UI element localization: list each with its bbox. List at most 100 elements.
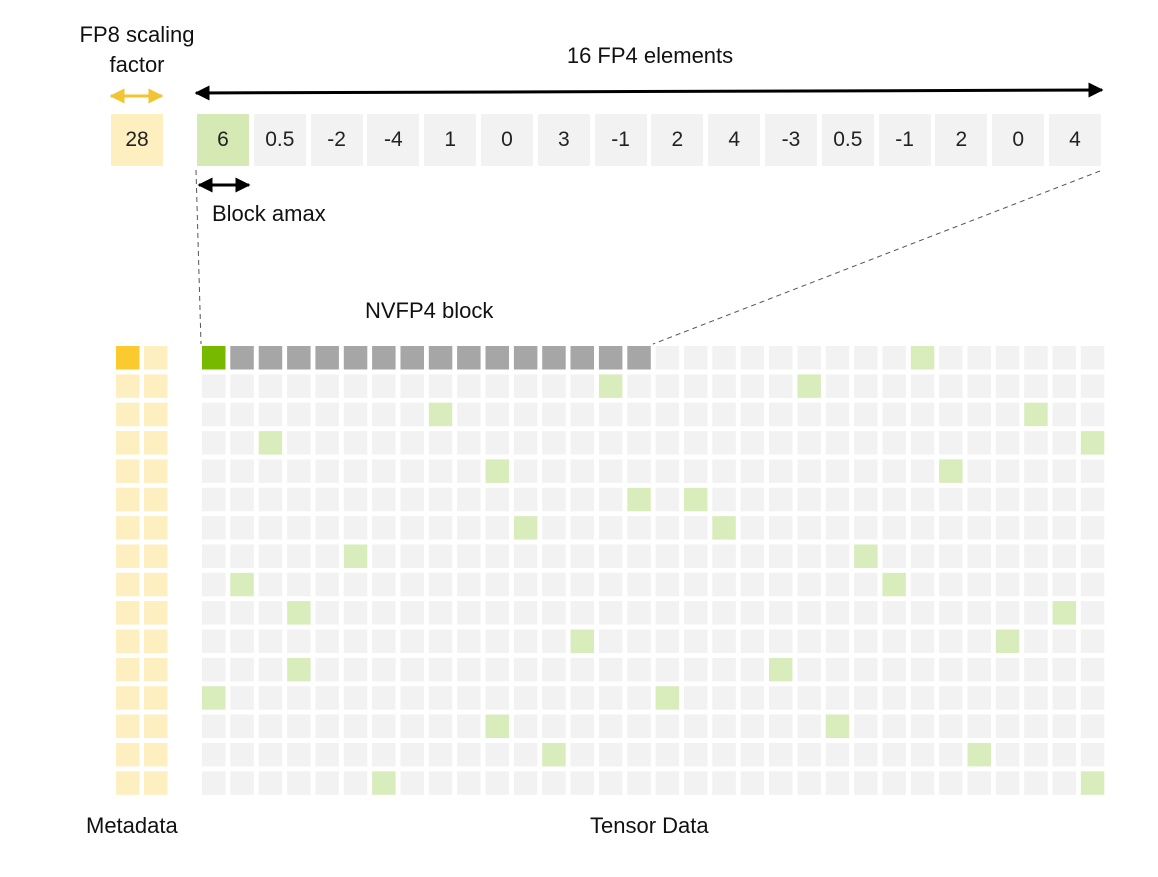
tensor-cell [1080,742,1105,767]
tensor-cell [740,629,765,653]
tensor-cell [854,572,878,597]
tensor-cell [372,629,396,653]
tensor-cell [995,686,1020,710]
tensor-cell [202,516,226,540]
tensor-cell [343,572,368,597]
tensor-cell [343,686,368,710]
tensor-cell [740,601,765,625]
metadata-scale-cell [144,374,168,398]
tensor-cell [825,544,850,568]
tensor-cell [627,572,651,597]
tensor-cell [684,516,708,540]
tensor-cell [315,572,339,597]
tensor-cell [712,402,736,427]
tensor-cell [967,374,991,398]
tensor-cell [287,572,311,597]
tensor-cell [343,516,368,540]
tensor-cell [400,402,424,427]
tensor-cell [287,516,311,540]
tensor-cell [797,601,821,625]
fp4-value-cell: -1 [594,114,647,166]
tensor-cell [655,771,680,795]
tensor-cell [825,686,850,710]
tensor-cell [627,629,651,653]
tensor-cell-highlighted [712,516,736,540]
tensor-cell [1024,431,1048,455]
tensor-cell [1024,346,1048,370]
tensor-cell [854,402,878,427]
nvfp4-block-cell [542,346,566,370]
tensor-cell [995,402,1020,427]
tensor-cell [485,544,509,568]
tensor-cell [343,629,368,653]
tensor-cell [627,374,651,398]
tensor-cell [202,544,226,568]
tensor-cell [485,374,509,398]
tensor-cell [542,572,566,597]
tensor-cell [1052,402,1076,427]
tensor-cell-highlighted [287,657,311,682]
tensor-cell-highlighted [287,601,311,625]
tensor-cell [910,487,935,512]
tensor-cell [910,629,935,653]
tensor-cell [1024,771,1048,795]
nvfp4-block-cell [428,346,453,370]
tensor-cell [1080,459,1105,483]
tensor-cell [428,657,453,682]
tensor-cell [202,771,226,795]
tensor-cell [769,686,793,710]
tensor-cell [372,714,396,738]
nvfp4-block-cell [570,346,594,370]
tensor-cell [769,771,793,795]
tensor-cell [882,374,906,398]
tensor-cell [372,742,396,767]
tensor-cell [1024,601,1048,625]
tensor-cell [428,487,453,512]
tensor-cell [627,714,651,738]
metadata-scale-cell [144,657,168,682]
tensor-cell [1052,516,1076,540]
tensor-cell [457,402,481,427]
tensor-cell [769,374,793,398]
tensor-cell [428,516,453,540]
tensor-cell [825,742,850,767]
tensor-cell [939,487,963,512]
tensor-cell [485,572,509,597]
tensor-cell [1052,714,1076,738]
metadata-scale-cell [116,771,140,795]
tensor-cell [598,629,623,653]
tensor-cell [825,459,850,483]
tensor-cell [598,431,623,455]
tensor-cell [400,487,424,512]
tensor-cell [939,402,963,427]
tensor-cell [740,771,765,795]
tensor-cell [882,686,906,710]
tensor-cell [1052,629,1076,653]
tensor-cell [910,686,935,710]
nvfp4-block-cell [485,346,509,370]
tensor-cell [712,601,736,625]
tensor-data-grid [202,346,1105,795]
tensor-cell [400,459,424,483]
tensor-cell [655,742,680,767]
tensor-cell [995,374,1020,398]
tensor-cell [825,431,850,455]
tensor-cell [995,572,1020,597]
tensor-cell [202,431,226,455]
metadata-scale-cell [144,544,168,568]
tensor-cell [854,346,878,370]
tensor-cell [1024,374,1048,398]
tensor-cell [854,742,878,767]
tensor-cell [287,487,311,512]
tensor-cell [400,686,424,710]
tensor-cell [258,572,283,597]
fp4-value-cell: 2 [651,114,704,166]
tensor-cell [400,629,424,653]
tensor-cell [428,374,453,398]
tensor-cell [315,629,339,653]
tensor-cell [797,657,821,682]
metadata-scale-cell [144,686,168,710]
tensor-cell [910,374,935,398]
tensor-cell-highlighted [202,686,226,710]
tensor-cell [542,657,566,682]
